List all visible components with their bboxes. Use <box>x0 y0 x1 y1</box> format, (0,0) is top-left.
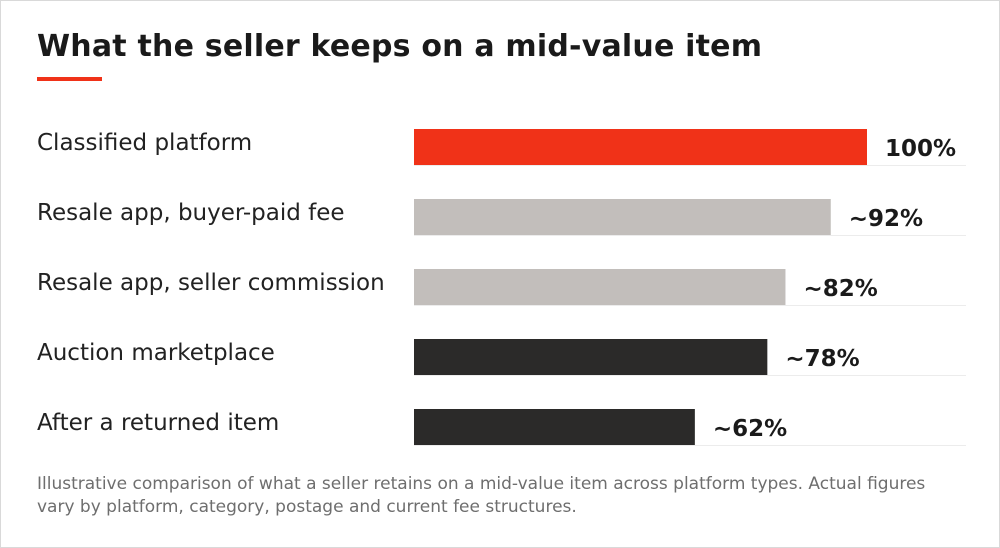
value-label: ~82% <box>803 276 877 302</box>
category-label: Resale app, seller commission <box>37 270 385 296</box>
chart-footnote: Illustrative comparison of what a seller… <box>37 474 926 517</box>
category-label: Auction marketplace <box>37 340 275 366</box>
category-label: After a returned item <box>37 410 279 436</box>
bar-chart: Classified platform 100% Resale app, buyer… <box>37 129 966 446</box>
value-label: ~92% <box>849 206 923 232</box>
bar <box>414 129 867 165</box>
category-label: Classified platform <box>37 130 252 156</box>
title-accent-rule <box>37 77 102 81</box>
value-label: ~78% <box>785 346 859 372</box>
value-label: ~62% <box>713 416 787 442</box>
value-label: 100% <box>885 136 956 162</box>
category-label: Resale app, buyer-paid fee <box>37 200 345 226</box>
bar <box>414 199 831 235</box>
bar <box>414 339 768 375</box>
bar <box>414 269 786 305</box>
bar <box>414 409 695 445</box>
chart-title: What the seller keeps on a mid-value ite… <box>37 29 763 64</box>
